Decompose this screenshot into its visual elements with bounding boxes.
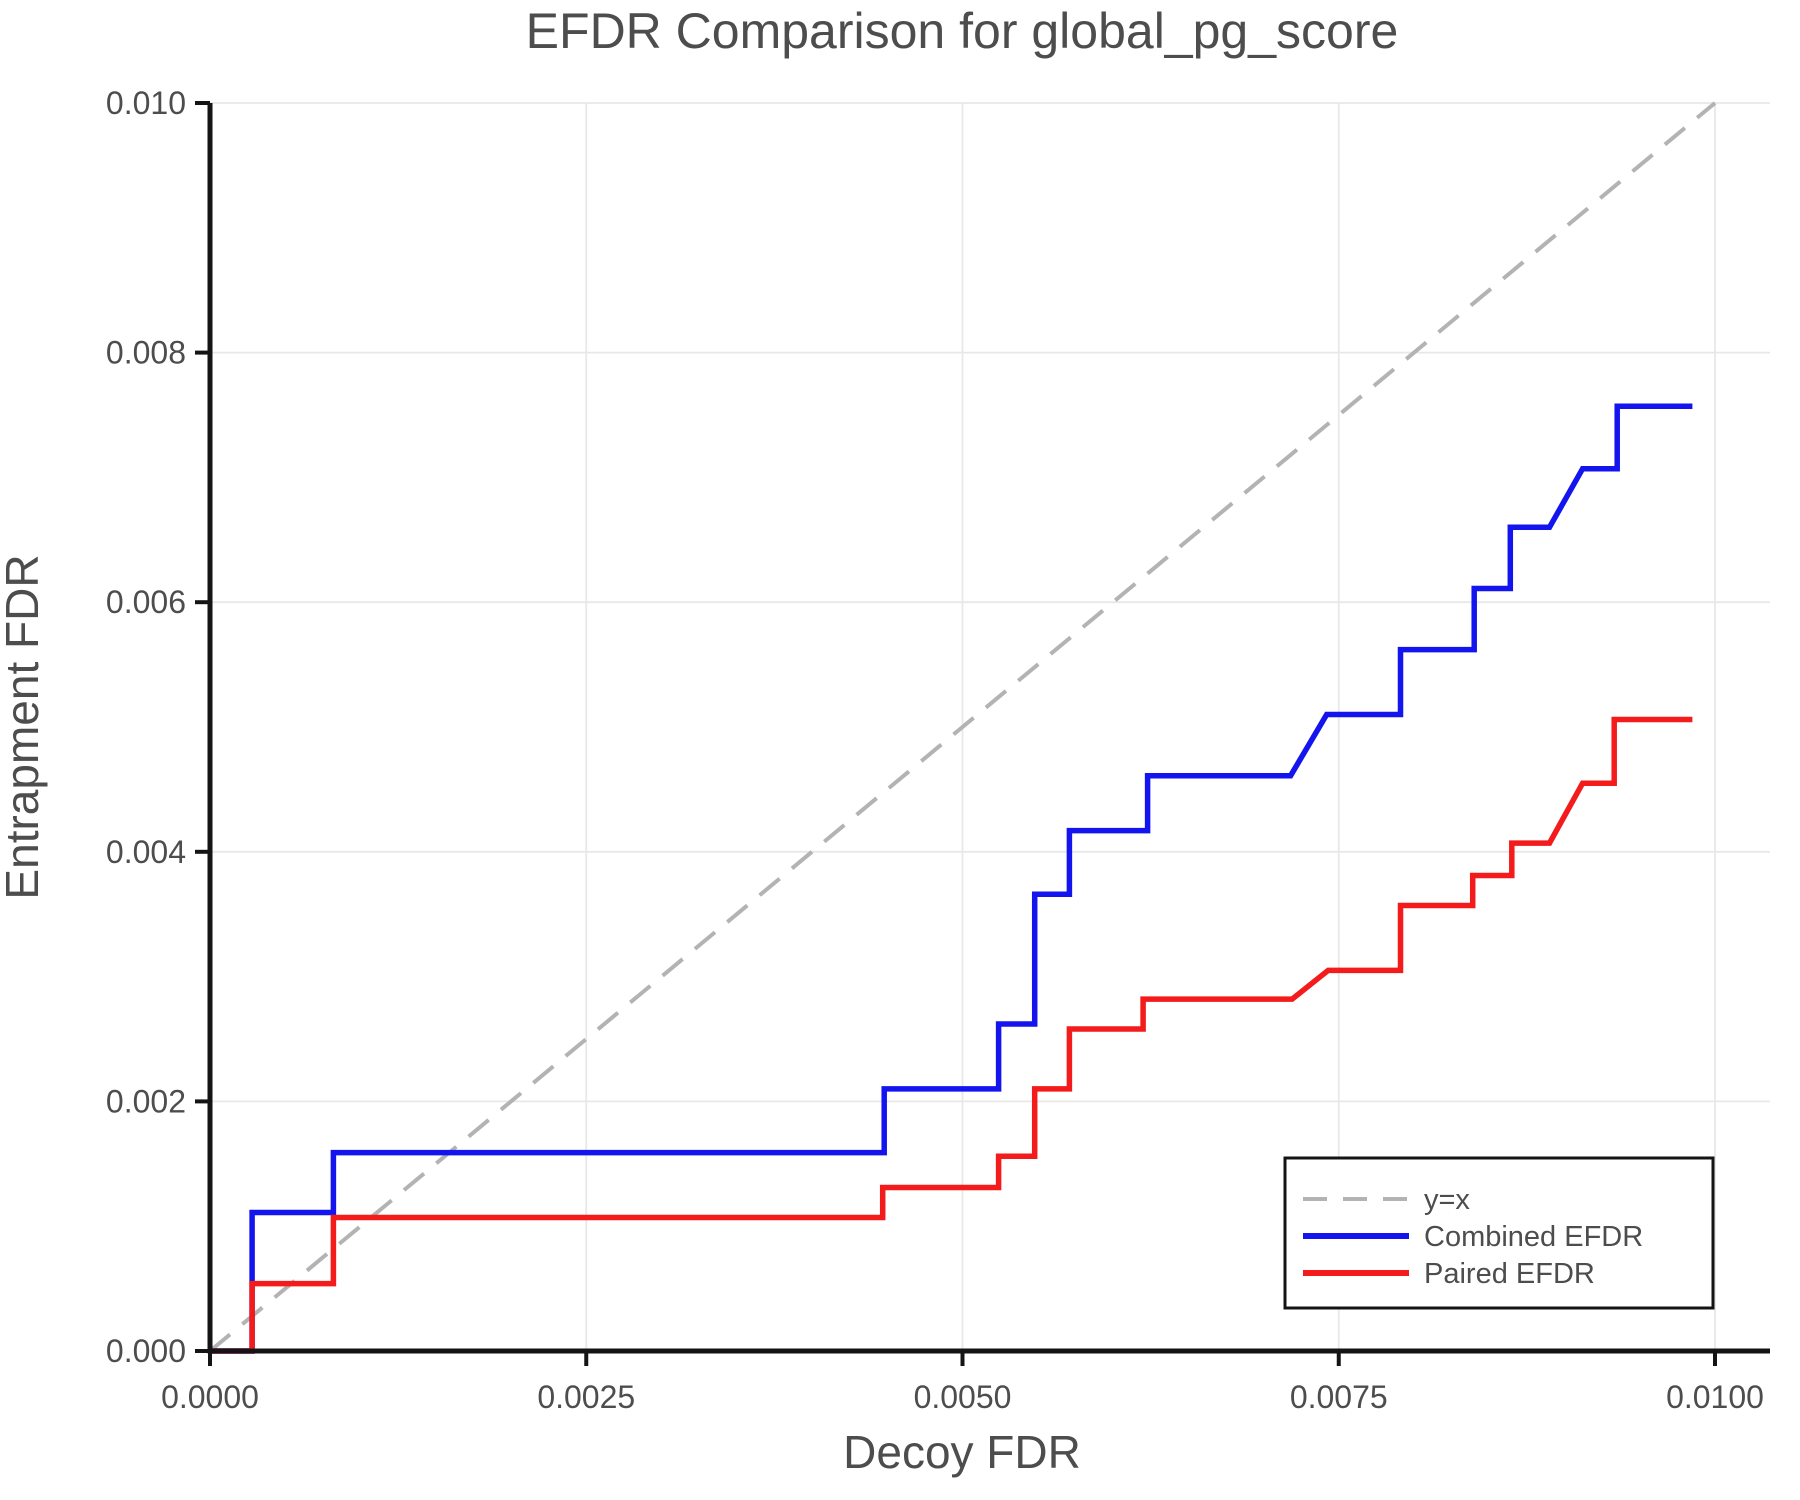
legend-combined-label: Combined EFDR	[1424, 1221, 1643, 1253]
x-axis-label: Decoy FDR	[843, 1426, 1081, 1478]
y-tick-label: 0.002	[106, 1083, 186, 1119]
axes-spines	[207, 103, 1770, 1354]
y-tick-label: 0.000	[106, 1333, 186, 1369]
chart-title: EFDR Comparison for global_pg_score	[526, 3, 1399, 59]
axis-ticks	[195, 101, 1717, 1366]
x-tick-label: 0.0025	[537, 1379, 635, 1415]
identity-line	[208, 101, 1717, 1353]
y-tick-label: 0.004	[106, 834, 186, 870]
paired-efdr-line	[210, 716, 1693, 1354]
x-tick-label: 0.0075	[1290, 1379, 1388, 1415]
y-tick-label: 0.010	[106, 85, 186, 121]
x-tick-label: 0.0050	[914, 1379, 1012, 1415]
legend: y=x Combined EFDR Paired EFDR	[1283, 1156, 1715, 1310]
x-tick-label: 0.0000	[161, 1379, 259, 1415]
legend-item-identity: y=x	[1303, 1184, 1470, 1216]
y-tick-label: 0.008	[106, 335, 186, 371]
axis-tick-labels: 0.0000 0.0025 0.0050 0.0075 0.0100 0.000 0.002…	[106, 85, 1764, 1415]
plot-lines	[208, 101, 1717, 1354]
legend-item-combined: Combined EFDR	[1303, 1221, 1643, 1253]
y-tick-label: 0.006	[106, 584, 186, 620]
gridlines	[210, 102, 1770, 1351]
x-tick-label: 0.0100	[1666, 1379, 1764, 1415]
legend-item-paired: Paired EFDR	[1303, 1258, 1595, 1290]
y-axis-label: Entrapment FDR	[0, 554, 48, 899]
legend-identity-label: y=x	[1424, 1184, 1470, 1216]
combined-efdr-line	[210, 403, 1693, 1354]
legend-paired-label: Paired EFDR	[1424, 1258, 1595, 1290]
